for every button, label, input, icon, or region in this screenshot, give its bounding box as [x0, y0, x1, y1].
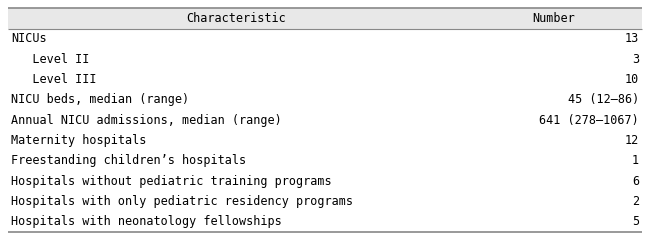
Text: Maternity hospitals: Maternity hospitals [11, 134, 146, 147]
Text: Hospitals with only pediatric residency programs: Hospitals with only pediatric residency … [11, 195, 353, 208]
Text: 12: 12 [625, 134, 639, 147]
Text: 641 (278–1067): 641 (278–1067) [539, 114, 639, 127]
Text: Level III: Level III [11, 73, 97, 86]
Text: Hospitals with neonatology fellowships: Hospitals with neonatology fellowships [11, 215, 282, 228]
Text: NICU beds, median (range): NICU beds, median (range) [11, 93, 189, 106]
Text: Characteristic: Characteristic [187, 12, 286, 25]
Text: 2: 2 [632, 195, 639, 208]
Text: NICUs: NICUs [11, 32, 47, 45]
Text: 3: 3 [632, 53, 639, 66]
Text: Hospitals without pediatric training programs: Hospitals without pediatric training pro… [11, 175, 332, 188]
Text: 6: 6 [632, 175, 639, 188]
Bar [8, 8, 642, 29]
Text: Number: Number [532, 12, 575, 25]
Text: Level II: Level II [11, 53, 90, 66]
Text: 10: 10 [625, 73, 639, 86]
Text: 5: 5 [632, 215, 639, 228]
Text: Annual NICU admissions, median (range): Annual NICU admissions, median (range) [11, 114, 282, 127]
Text: 13: 13 [625, 32, 639, 45]
Text: Freestanding children’s hospitals: Freestanding children’s hospitals [11, 154, 246, 167]
Text: 1: 1 [632, 154, 639, 167]
Text: 45 (12–86): 45 (12–86) [567, 93, 639, 106]
